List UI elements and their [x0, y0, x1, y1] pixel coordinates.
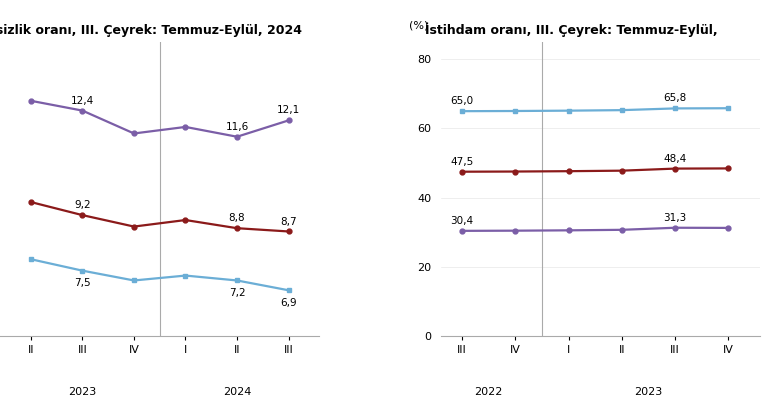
Text: 31,3: 31,3	[664, 213, 687, 223]
Text: 12,4: 12,4	[71, 96, 94, 106]
Text: 7,2: 7,2	[229, 288, 245, 298]
Text: 2024: 2024	[223, 387, 251, 397]
Text: 2023: 2023	[68, 387, 97, 397]
Text: 2023: 2023	[634, 387, 663, 397]
Text: 12,1: 12,1	[277, 105, 300, 116]
Text: 7,5: 7,5	[74, 278, 91, 288]
Text: İstihdam oranı, III. Çeyrek: Temmuz-Eylül,: İstihdam oranı, III. Çeyrek: Temmuz-Eylü…	[425, 22, 717, 37]
Text: 8,7: 8,7	[280, 217, 297, 226]
Text: 6,9: 6,9	[280, 297, 297, 307]
Text: 65,0: 65,0	[451, 96, 474, 106]
Text: 9,2: 9,2	[74, 200, 91, 210]
Text: 11,6: 11,6	[225, 122, 249, 132]
Text: 48,4: 48,4	[664, 154, 687, 164]
Text: 47,5: 47,5	[451, 157, 474, 167]
Text: 30,4: 30,4	[451, 216, 474, 226]
Text: 65,8: 65,8	[664, 94, 687, 103]
Text: (%): (%)	[409, 20, 429, 30]
Text: İşsizlik oranı, III. Çeyrek: Temmuz-Eylül, 2024: İşsizlik oranı, III. Çeyrek: Temmuz-Eylü…	[0, 22, 302, 37]
Text: 2022: 2022	[475, 387, 503, 397]
Text: 8,8: 8,8	[229, 213, 245, 223]
